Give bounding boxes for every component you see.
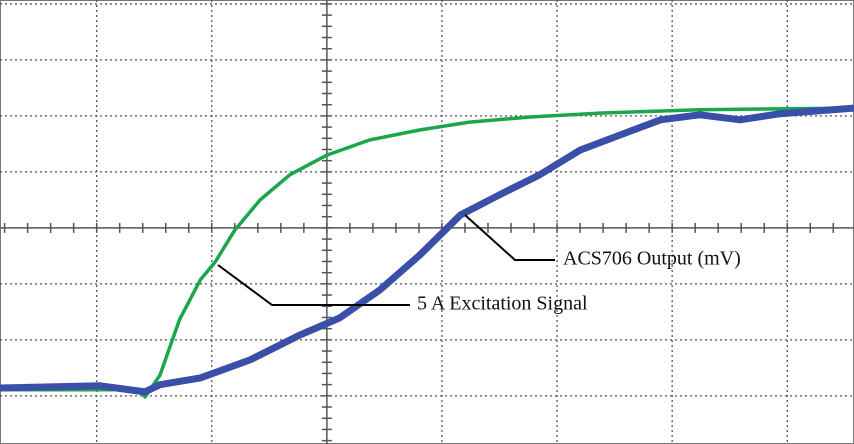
leader-line — [464, 214, 555, 261]
series-line — [0, 104, 854, 396]
series-annotation: 5 A Excitation Signal — [417, 293, 588, 315]
series-annotation: ACS706 Output (mV) — [563, 248, 741, 270]
leader-line — [217, 264, 410, 306]
series-line — [0, 106, 854, 399]
